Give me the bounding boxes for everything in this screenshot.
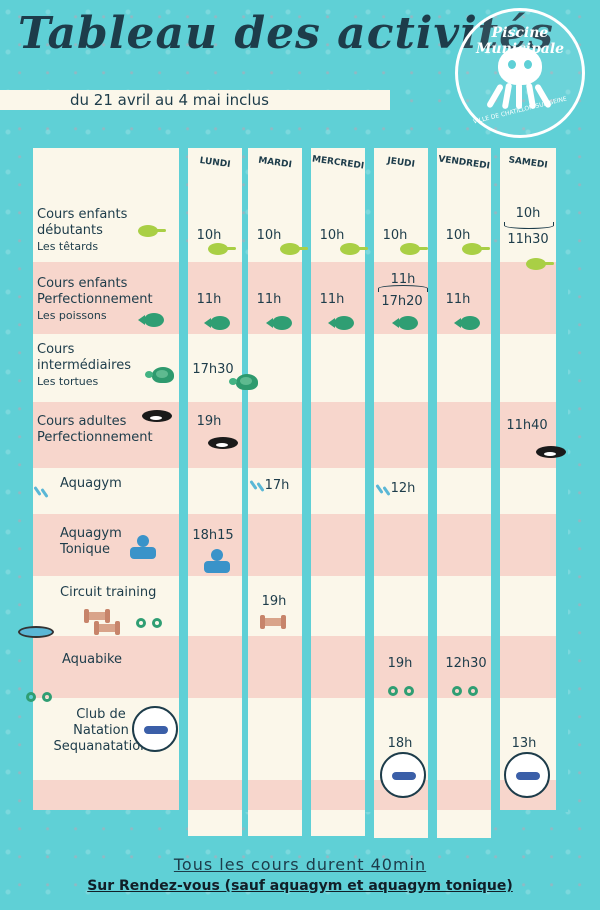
date-band — [0, 90, 390, 110]
dumbbell-icon — [84, 609, 110, 623]
activity-label: Cours adultes Perfectionnement — [37, 414, 153, 445]
row-band — [33, 636, 568, 698]
turtle-icon — [145, 367, 174, 383]
octopus-icon — [498, 47, 542, 85]
time-cell: 11h — [196, 292, 222, 307]
column-samedi — [500, 148, 556, 808]
activity-label: Aquagym — [60, 476, 122, 491]
time-cell: 17h — [264, 478, 290, 493]
fish-icon — [266, 316, 292, 330]
time-cell: 11h40 — [506, 418, 548, 433]
brace — [504, 222, 554, 229]
tadpole-icon — [208, 243, 236, 255]
time-cell: 10h — [319, 228, 345, 243]
tadpole-icon — [138, 225, 166, 237]
time-cell: 12h — [390, 481, 416, 496]
fish-icon — [204, 316, 230, 330]
activities-column — [33, 148, 179, 810]
time-cell: 11h — [319, 292, 345, 307]
activity-label: Aquabike — [62, 652, 123, 667]
fish-icon — [454, 316, 480, 330]
orca-icon — [142, 410, 172, 422]
activity-label: Club de Natation Sequanatation — [53, 707, 149, 754]
club-logo-icon — [504, 752, 550, 798]
time-cell: 13h — [511, 736, 537, 751]
row-band — [33, 780, 568, 810]
time-cell: 19h — [387, 656, 413, 671]
time-cell: 10h — [256, 228, 282, 243]
activity-label: Cours enfants Perfectionnement Les poiss… — [37, 276, 153, 322]
time-cell: 18h — [387, 736, 413, 751]
fish-icon — [328, 316, 354, 330]
trampoline-icon — [18, 626, 54, 638]
time-cell: 11h30 — [507, 232, 549, 247]
dumbbell-icon — [94, 621, 120, 635]
row-band — [33, 402, 568, 468]
time-cell: 10h — [382, 228, 408, 243]
time-cell: 18h15 — [192, 528, 234, 543]
time-cell: 12h30 — [445, 656, 487, 671]
time-cell: 11h — [256, 292, 282, 307]
weightlifter-icon — [128, 535, 158, 561]
tadpole-icon — [462, 243, 490, 255]
time-cell: 10h — [196, 228, 222, 243]
orca-icon — [208, 437, 238, 449]
bike-icon — [26, 686, 52, 702]
time-cell: 19h — [196, 414, 222, 429]
tadpole-icon — [400, 243, 428, 255]
activity-label: Circuit training — [60, 585, 157, 600]
bike-icon — [452, 680, 478, 696]
splash-icon — [34, 484, 50, 498]
club-logo-icon — [380, 752, 426, 798]
activity-label: Cours intermédiaires Les tortues — [37, 342, 131, 388]
time-cell: 17h20 — [381, 294, 423, 309]
tadpole-icon — [526, 258, 554, 270]
turtle-icon — [229, 374, 258, 390]
activity-label: Aquagym Tonique — [60, 526, 122, 557]
tadpole-icon — [340, 243, 368, 255]
time-cell: 17h30 — [192, 362, 234, 377]
footer-appointment: Sur Rendez-vous (sauf aquagym et aquagym… — [87, 878, 513, 894]
bike-icon — [136, 612, 162, 628]
time-cell: 11h — [445, 292, 471, 307]
tadpole-icon — [280, 243, 308, 255]
pool-logo: Piscine Municipale VILLE DE CHATILLON-SU… — [455, 8, 585, 138]
weightlifter-icon — [202, 549, 232, 575]
orca-icon — [536, 446, 566, 458]
time-cell: 11h — [390, 272, 416, 287]
brace — [378, 285, 428, 292]
fish-icon — [392, 316, 418, 330]
time-cell: 10h — [515, 206, 541, 221]
date-range: du 21 avril au 4 mai inclus — [70, 91, 269, 109]
row-band — [33, 514, 568, 576]
fish-icon — [138, 313, 164, 327]
bike-icon — [388, 680, 414, 696]
dumbbell-icon — [260, 615, 286, 629]
footer-duration: Tous les cours durent 40min — [173, 855, 427, 874]
activity-label: Cours enfants débutants Les têtards — [37, 207, 128, 253]
time-cell: 19h — [261, 594, 287, 609]
time-cell: 10h — [445, 228, 471, 243]
club-logo-icon — [132, 706, 178, 752]
